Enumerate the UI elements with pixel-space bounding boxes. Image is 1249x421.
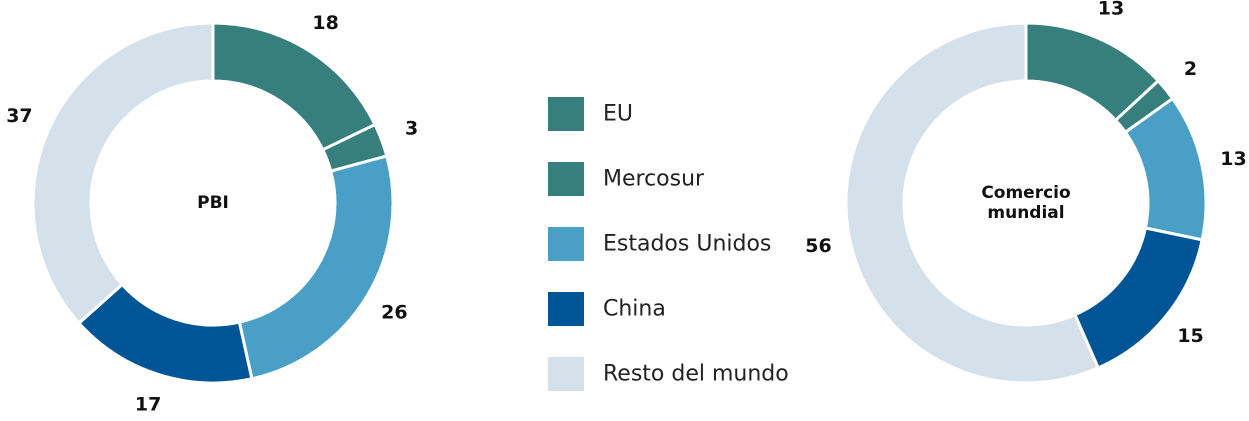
legend-label: China <box>603 296 666 322</box>
legend-label: Mercosur <box>603 166 705 192</box>
legend-swatch <box>548 97 584 131</box>
data-label: 3 <box>405 117 418 139</box>
data-label: 37 <box>6 105 32 127</box>
donut-slice <box>211 21 378 152</box>
data-label: 17 <box>135 393 161 415</box>
legend-label: EU <box>603 101 634 127</box>
data-label: 13 <box>1098 0 1124 19</box>
legend-label: Estados Unidos <box>603 231 772 257</box>
legend-label: Resto del mundo <box>603 361 789 387</box>
data-label: 13 <box>1220 148 1246 170</box>
data-label: 26 <box>381 301 407 323</box>
legend-swatch <box>548 292 584 326</box>
data-label: 18 <box>312 12 338 34</box>
donut-slice <box>844 21 1101 385</box>
data-label: 15 <box>1177 325 1203 347</box>
center-title: PBI <box>197 193 229 213</box>
legend-swatch <box>548 357 584 391</box>
donut-slice <box>237 154 395 381</box>
center-title: Comercio mundial <box>981 183 1071 223</box>
data-label: 2 <box>1184 58 1197 80</box>
data-label: 56 <box>805 235 831 257</box>
legend-swatch <box>548 227 584 261</box>
legend-swatch <box>548 162 584 196</box>
donut-slice <box>31 21 215 326</box>
